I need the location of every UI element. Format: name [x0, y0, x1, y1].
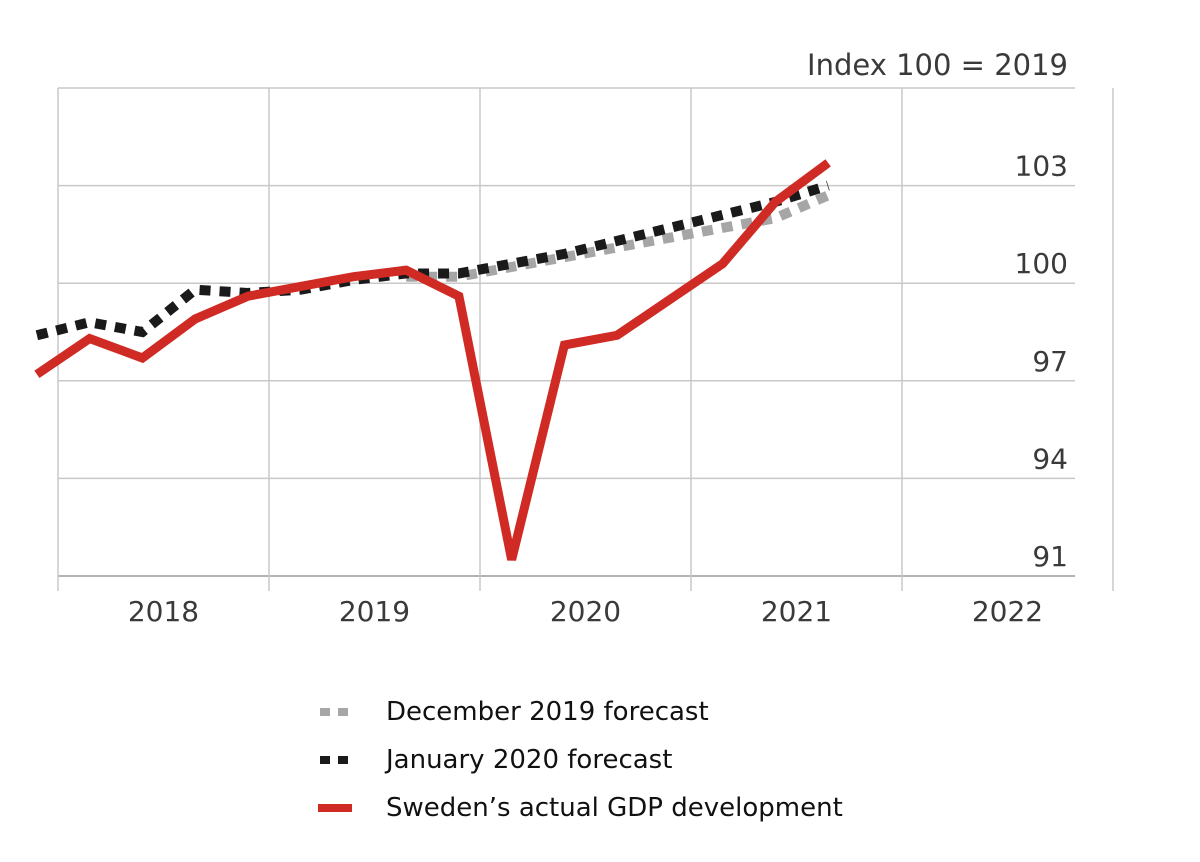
dotted-black-swatch-icon — [318, 755, 358, 765]
legend-label: January 2020 forecast — [386, 745, 673, 775]
y-axis-labels: 91 94 97 100 103 — [1015, 150, 1068, 573]
series-december-2019-forecast — [406, 190, 831, 282]
legend-item-actual-gdp: Sweden’s actual GDP development — [318, 784, 843, 832]
series-group — [34, 159, 831, 561]
y-tick-label: 94 — [1032, 442, 1068, 475]
x-tick-label: 2021 — [761, 595, 832, 628]
x-axis-labels: 2018 2019 2020 2021 2022 — [128, 595, 1043, 628]
y-tick-label: 103 — [1015, 150, 1068, 183]
series-actual-gdp — [34, 159, 831, 561]
legend-label: Sweden’s actual GDP development — [386, 793, 843, 823]
legend-label: December 2019 forecast — [386, 697, 709, 727]
unit-note: Index 100 = 2019 — [807, 48, 1068, 82]
series-january-2020-forecast — [35, 180, 830, 341]
solid-red-swatch-icon — [318, 803, 358, 813]
legend-item-december-2019-forecast: December 2019 forecast — [318, 688, 843, 736]
grid — [57, 87, 1114, 591]
legend-item-january-2020-forecast: January 2020 forecast — [318, 736, 843, 784]
dotted-gray-swatch-icon — [318, 707, 358, 717]
y-tick-label: 97 — [1032, 345, 1068, 378]
legend: December 2019 forecast January 2020 fore… — [318, 688, 843, 832]
x-tick-label: 2022 — [972, 595, 1043, 628]
y-tick-label: 100 — [1015, 247, 1068, 280]
x-tick-label: 2019 — [339, 595, 410, 628]
x-tick-label: 2020 — [550, 595, 621, 628]
y-tick-label: 91 — [1032, 540, 1068, 573]
x-tick-label: 2018 — [128, 595, 199, 628]
